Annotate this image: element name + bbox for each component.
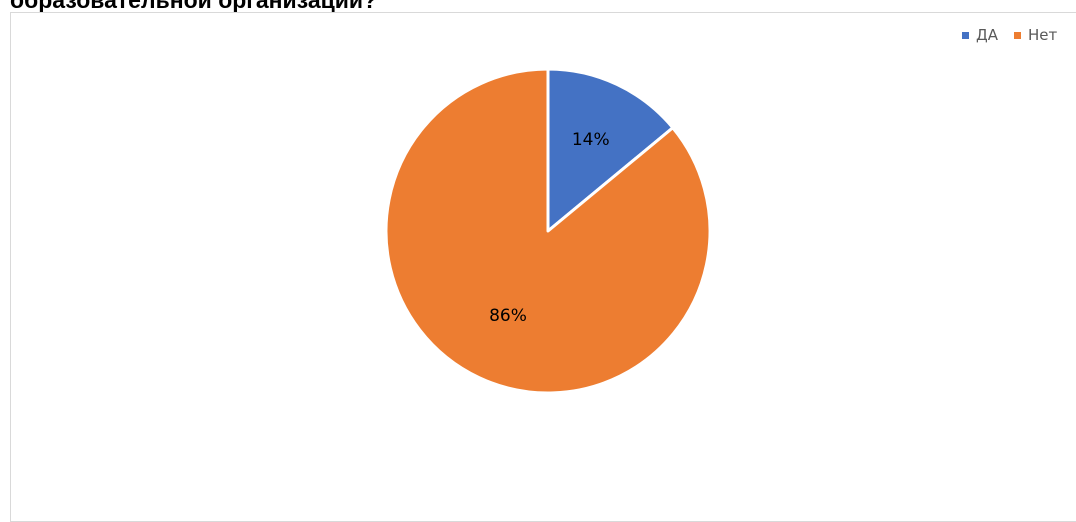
pie-slice-net: [384, 67, 712, 395]
data-label-net: 86%: [489, 306, 527, 326]
document-heading: образовательной организации?: [10, 0, 378, 13]
chart-legend: ДА Нет: [962, 26, 1073, 44]
legend-item-da: ДА: [962, 26, 998, 44]
legend-swatch-net: [1013, 31, 1021, 39]
legend-swatch-da: [962, 31, 969, 39]
legend-label-da: ДА: [976, 26, 998, 44]
pie-chart: 14% 86%: [384, 67, 712, 395]
data-label-da: 14%: [572, 130, 610, 150]
legend-item-net: Нет: [1013, 26, 1058, 44]
pie-slice-da: [546, 67, 675, 233]
legend-label-net: Нет: [1027, 26, 1058, 44]
